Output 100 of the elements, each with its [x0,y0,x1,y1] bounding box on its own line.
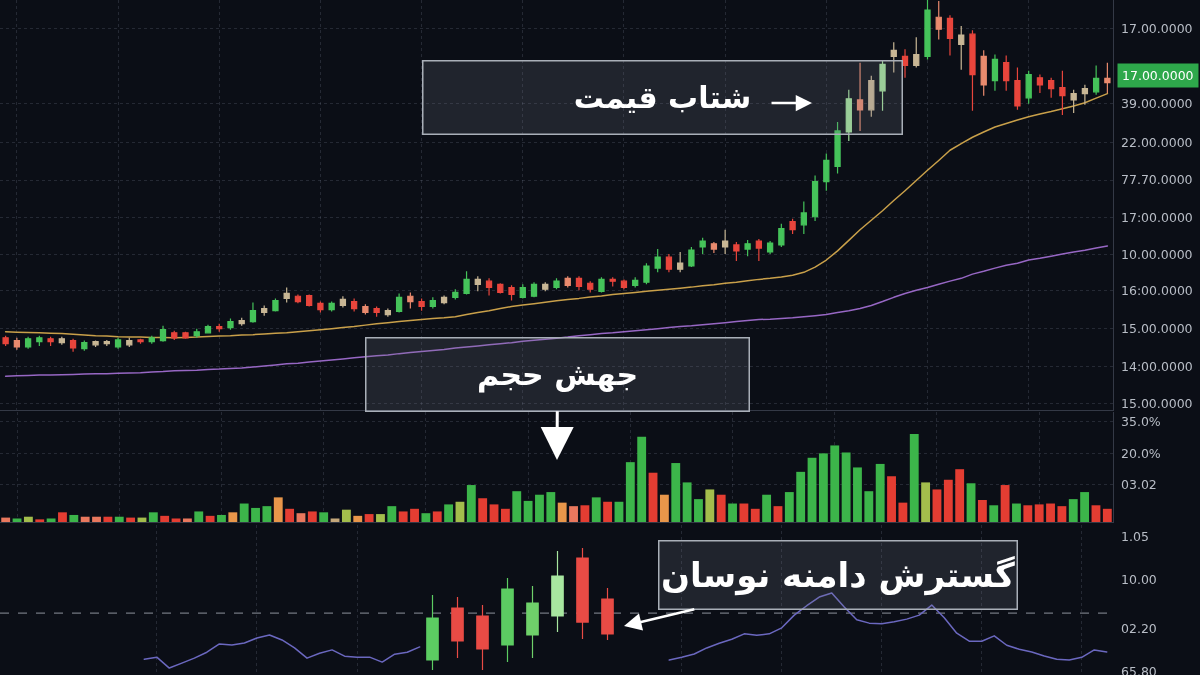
candlestick [576,547,589,640]
bar [444,504,454,522]
candlestick [429,296,436,310]
bar [977,500,987,522]
bar [182,518,192,522]
candlestick [2,335,9,347]
bar [921,482,931,522]
bar [410,508,419,522]
bar [1057,506,1067,522]
bar [818,453,828,522]
candlestick [1059,70,1066,116]
candlestick [407,291,414,310]
bar [307,511,317,522]
candlestick [677,251,684,273]
text: 17:00.0000 [1121,210,1193,225]
bar [659,494,669,522]
candlestick [856,62,864,132]
candlestick [182,331,189,340]
bar [296,513,306,522]
bar [478,498,488,522]
bar [421,513,431,522]
candlestick [114,337,122,350]
bar [784,492,794,522]
candlestick [553,277,560,290]
bar [12,518,22,522]
bar [58,512,67,522]
bar [569,506,578,522]
candlestick [946,14,954,57]
bar [217,514,226,522]
candlestick [935,0,942,41]
bar [103,516,113,522]
text: 10.00.0000 [1121,247,1193,262]
candlestick [632,276,639,289]
bar [728,503,737,522]
candlestick [328,300,335,312]
candlestick [13,337,21,351]
candlestick [1092,64,1100,96]
candlestick [564,275,571,289]
bar [126,517,136,522]
bar [23,516,33,522]
candlestick [1081,84,1089,106]
candlestick [688,246,695,268]
bar [35,519,45,522]
bar [1080,492,1090,522]
candlestick [350,297,358,312]
bar [557,502,567,522]
bar [1000,485,1010,522]
bar [591,497,601,522]
candlestick [81,340,88,352]
candlestick [497,282,504,295]
candlestick [501,577,514,663]
bar [750,508,760,522]
candlestick [868,75,875,118]
bar [387,506,397,522]
candlestick [789,218,796,235]
candlestick [879,59,886,112]
text: 16:00.0000 [1121,283,1193,298]
candlestick [36,335,43,347]
candlestick [643,262,650,285]
candlestick [418,297,425,312]
candlestick [463,270,470,296]
candlestick [811,174,819,222]
bar [807,457,817,522]
bar [887,476,896,522]
text: 03.02 [1121,477,1157,492]
candlestick [890,41,897,74]
bar [943,479,953,522]
bar [648,472,658,522]
candlestick [476,604,489,671]
candlestick [126,337,133,348]
bar [228,512,238,522]
bar [432,511,442,522]
candlestick [519,283,526,299]
bar [160,515,170,522]
bar [637,436,647,522]
candlestick [47,336,54,347]
bar [376,514,385,522]
bar [500,508,510,522]
candlestick [958,25,965,71]
candlestick [69,338,77,353]
candlestick [452,288,459,301]
text: 17.00.0000 [1122,68,1194,83]
bar [1034,504,1044,522]
candlestick [913,36,920,69]
candlestick [542,281,549,292]
bar [1102,508,1112,522]
candlestick [272,297,279,312]
bar [319,512,329,522]
bar [489,504,499,522]
candlestick [1070,89,1077,114]
bar [773,506,783,522]
text: 22.00.0000 [1121,135,1193,150]
bar [932,489,942,522]
candlestick [551,550,564,633]
bar [148,512,158,522]
candlestick [598,276,605,293]
candlestick [171,330,178,341]
candlestick [526,585,539,659]
text: 1.05 [1121,529,1149,544]
candlestick [395,292,403,314]
